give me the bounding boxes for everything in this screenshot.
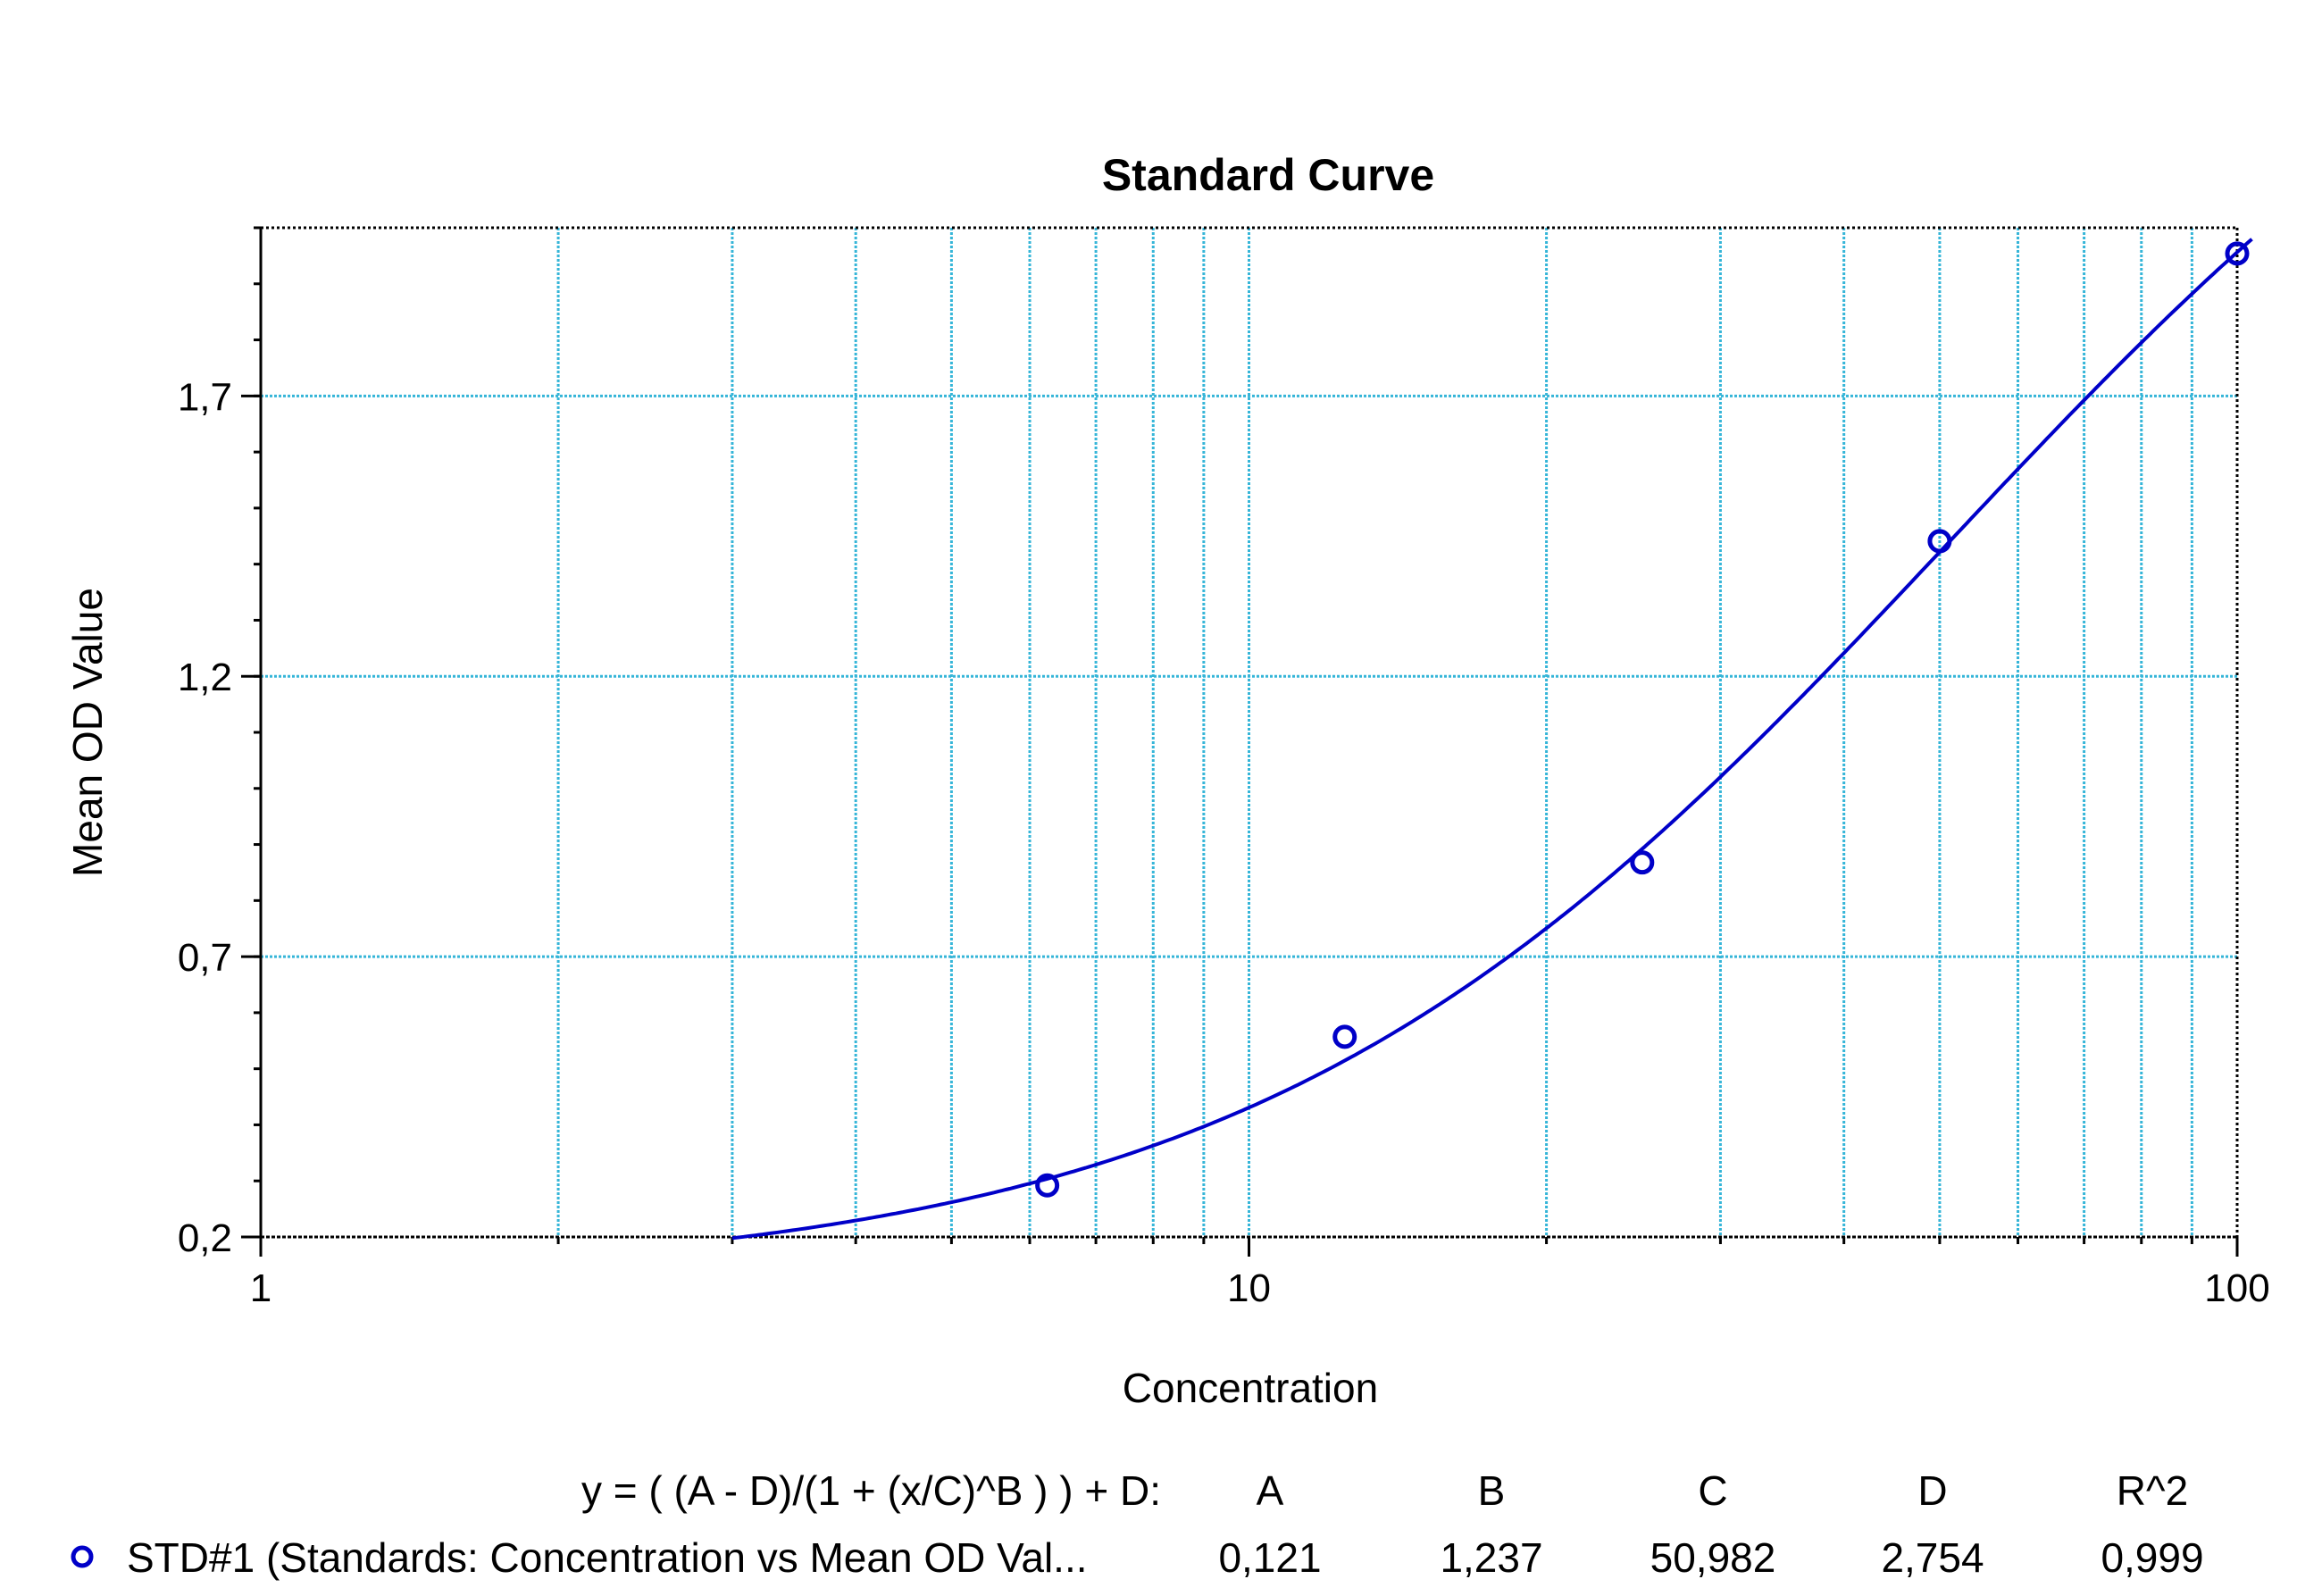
legend-value-r2: 0,999 <box>2101 1534 2203 1581</box>
legend: y = ( (A - D)/(1 + (x/C)^B ) ) + D: STD#… <box>71 1467 2204 1581</box>
y-tick-label: 0,7 <box>178 936 232 980</box>
fit-curve-layer <box>731 238 2253 1241</box>
fit-curve <box>731 238 2253 1241</box>
x-tick-label: 1 <box>250 1266 271 1310</box>
x-axis-label: Concentration <box>1123 1365 1378 1411</box>
legend-value-d: 2,754 <box>1881 1534 1984 1581</box>
data-point <box>1630 850 1655 875</box>
data-point <box>1332 1024 1357 1049</box>
x-tick-label: 100 <box>2204 1266 2269 1310</box>
legend-series-marker <box>71 1545 94 1568</box>
legend-value-b: 1,237 <box>1440 1534 1542 1581</box>
legend-equation: y = ( (A - D)/(1 + (x/C)^B ) ) + D: <box>581 1467 1161 1514</box>
legend-header-c: C <box>1698 1467 1727 1514</box>
legend-value-a: 0,121 <box>1218 1534 1321 1581</box>
y-axis-label: Mean OD Value <box>64 588 111 877</box>
data-points <box>1035 241 2250 1198</box>
legend-series-name: STD#1 (Standards: Concentration vs Mean … <box>127 1534 1088 1581</box>
legend-header-a: A <box>1257 1467 1284 1514</box>
tick-labels: 0,2 0,7 1,2 1,7 1 10 100 <box>178 375 2270 1310</box>
y-tick-label: 0,2 <box>178 1216 232 1260</box>
legend-parameter-columns: A 0,121 B 1,237 C 50,982 D 2,754 R^2 0,999 <box>1218 1467 2203 1581</box>
y-tick-label: 1,2 <box>178 656 232 699</box>
data-point <box>2225 241 2250 266</box>
y-tick-label: 1,7 <box>178 375 232 419</box>
data-point <box>1927 529 1952 554</box>
chart-title: Standard Curve <box>1102 150 1434 200</box>
axes <box>241 226 2239 1257</box>
legend-header-d: D <box>1917 1467 1947 1514</box>
legend-value-c: 50,982 <box>1650 1534 1776 1581</box>
legend-header-b: B <box>1478 1467 1506 1514</box>
x-tick-label: 10 <box>1227 1266 1271 1310</box>
data-point <box>1035 1173 1060 1198</box>
legend-header-r2: R^2 <box>2117 1467 2188 1514</box>
grid <box>261 228 2237 1237</box>
